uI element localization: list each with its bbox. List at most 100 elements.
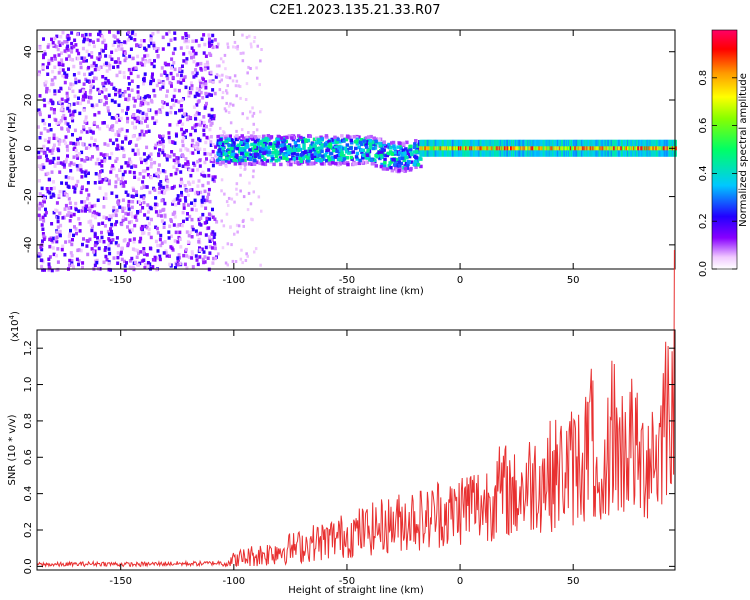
heatmap-cell bbox=[172, 94, 176, 99]
heatmap-cell bbox=[142, 258, 146, 262]
heatmap-cell bbox=[296, 148, 301, 152]
heatmap-cell bbox=[165, 73, 169, 78]
snr-series-line bbox=[36, 249, 675, 568]
heatmap-cell bbox=[108, 138, 112, 143]
heatmap-cell bbox=[69, 211, 73, 216]
heatmap-cell bbox=[126, 119, 129, 124]
heatmap-cell bbox=[61, 30, 65, 35]
heatmap-cell bbox=[256, 76, 259, 80]
heatmap-cell bbox=[103, 248, 107, 252]
heatmap-cell bbox=[237, 84, 240, 88]
heatmap-cell bbox=[359, 142, 364, 147]
heatmap-cell bbox=[258, 161, 262, 166]
heatmap-cell bbox=[153, 59, 156, 63]
heatmap-cell bbox=[142, 63, 146, 67]
heatmap-cell bbox=[520, 146, 523, 151]
heatmap-cell bbox=[265, 159, 269, 163]
heatmap-cell bbox=[50, 151, 54, 155]
heatmap-cell bbox=[73, 109, 77, 114]
heatmap-cell bbox=[415, 149, 419, 154]
heatmap-cell bbox=[219, 126, 222, 130]
heatmap-cell bbox=[571, 146, 573, 151]
heatmap-cell bbox=[42, 151, 46, 155]
heatmap-cell bbox=[78, 222, 82, 226]
heatmap-cell bbox=[168, 140, 172, 144]
heatmap-cell bbox=[173, 141, 177, 145]
heatmap-cell bbox=[337, 146, 341, 150]
heatmap-cell bbox=[119, 145, 122, 149]
heatmap-cell bbox=[228, 76, 232, 80]
heatmap-cell bbox=[329, 151, 334, 156]
heatmap-cell bbox=[76, 32, 79, 37]
heatmap-cell bbox=[101, 40, 105, 45]
heatmap-cell bbox=[117, 90, 121, 95]
heatmap-cell bbox=[162, 101, 166, 105]
heatmap-cell bbox=[149, 235, 153, 240]
heatmap-cell bbox=[146, 101, 150, 106]
heatmap-cell bbox=[207, 212, 211, 216]
heatmap-cell bbox=[142, 251, 146, 255]
heatmap-cell bbox=[115, 120, 119, 124]
heatmap-cell bbox=[660, 146, 663, 151]
heatmap-cell bbox=[48, 149, 52, 153]
heatmap-cell bbox=[69, 57, 73, 62]
heatmap-cell bbox=[209, 140, 213, 144]
heatmap-cell bbox=[158, 257, 162, 262]
heatmap-cell bbox=[46, 189, 50, 194]
heatmap-cell bbox=[43, 138, 47, 142]
heatmap-cell bbox=[358, 140, 363, 145]
heatmap-cell bbox=[154, 225, 158, 229]
heatmap-cell bbox=[266, 153, 271, 157]
heatmap-cell bbox=[133, 152, 137, 156]
heatmap-cell bbox=[167, 30, 171, 34]
heatmap-cell bbox=[252, 142, 257, 146]
heatmap-cell bbox=[240, 134, 244, 138]
heatmap-cell bbox=[185, 230, 189, 234]
heatmap-cell bbox=[141, 57, 145, 61]
heatmap-cell bbox=[38, 112, 42, 117]
heatmap-cell bbox=[405, 156, 409, 160]
heatmap-cell bbox=[197, 112, 201, 116]
heatmap-cell bbox=[537, 146, 540, 151]
heatmap-cell bbox=[124, 211, 128, 216]
heatmap-cell bbox=[77, 96, 80, 100]
heatmap-cell bbox=[133, 248, 137, 252]
heatmap-cell bbox=[203, 255, 207, 259]
heatmap-cell bbox=[42, 144, 46, 149]
heatmap-cell bbox=[306, 158, 310, 163]
heatmap-cell bbox=[160, 66, 164, 70]
heatmap-cell bbox=[132, 240, 136, 244]
heatmap-cell bbox=[165, 94, 169, 98]
heatmap-cell bbox=[201, 183, 205, 188]
heatmap-ylabel: Frequency (Hz) bbox=[7, 112, 18, 188]
heatmap-cell bbox=[123, 264, 127, 268]
heatmap-cell bbox=[52, 194, 56, 198]
heatmap-cell bbox=[114, 92, 117, 97]
heatmap-cell bbox=[87, 193, 91, 197]
heatmap-cell bbox=[64, 203, 68, 208]
heatmap-cell bbox=[84, 95, 88, 99]
heatmap-cell bbox=[64, 121, 68, 125]
heatmap-cell bbox=[192, 161, 196, 166]
heatmap-cell bbox=[114, 159, 118, 163]
heatmap-cell bbox=[65, 40, 69, 44]
heatmap-cell bbox=[144, 101, 148, 105]
heatmap-cell bbox=[54, 44, 58, 49]
heatmap-cell bbox=[53, 54, 57, 58]
heatmap-cell bbox=[181, 36, 185, 40]
heatmap-cell bbox=[260, 159, 264, 163]
heatmap-cell bbox=[98, 180, 102, 184]
heatmap-cell bbox=[64, 181, 68, 186]
heatmap-cell bbox=[157, 78, 161, 83]
heatmap-cell bbox=[154, 239, 158, 244]
heatmap-cell bbox=[322, 162, 326, 166]
heatmap-cell bbox=[185, 45, 189, 49]
heatmap-cell bbox=[134, 164, 138, 169]
heatmap-cell bbox=[412, 162, 417, 166]
heatmap-cell bbox=[183, 262, 187, 267]
heatmap-cell bbox=[103, 142, 107, 146]
heatmap-cell bbox=[391, 140, 396, 145]
heatmap-cell bbox=[195, 258, 199, 262]
heatmap-cell bbox=[113, 60, 117, 64]
heatmap-cell bbox=[177, 163, 181, 167]
